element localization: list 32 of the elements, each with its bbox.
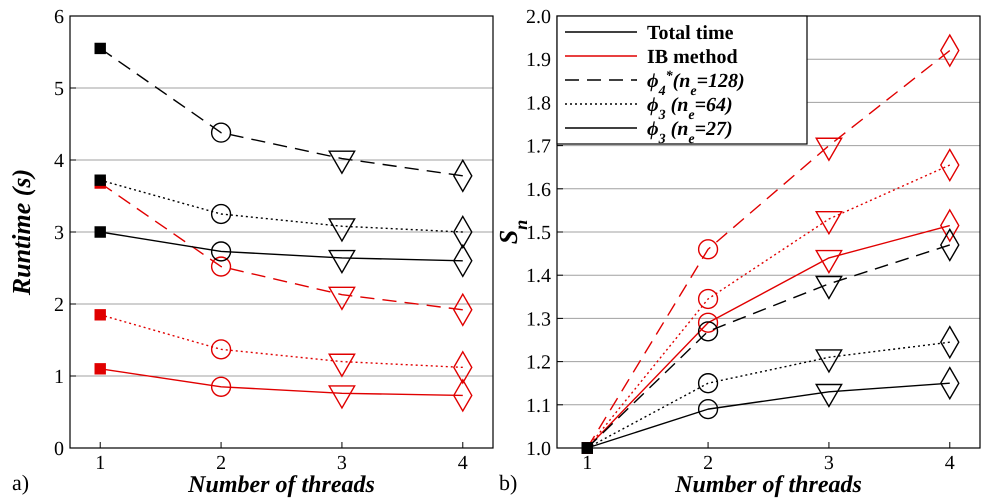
x-tick-label: 1 [582,452,592,474]
legend-label: IB method [647,46,738,68]
y-tick-label: 3 [54,222,64,244]
y-tick-label: 0 [54,438,64,460]
y-tick-label: 1.3 [526,308,551,330]
x-tick-label: 1 [95,452,106,474]
y-tick-label: 6 [54,6,64,28]
y-tick-label: 1.7 [526,136,551,158]
y-tick-label: 1.2 [526,352,551,374]
y-tick-label: 4 [54,150,64,172]
y-tick-label: 2.0 [526,6,551,28]
y-axis-title: Runtime (s) [7,168,36,296]
y-tick-label: 1.0 [526,438,551,460]
y-tick-label: 2 [54,294,64,316]
x-axis-title: Number of threads [187,472,375,498]
y-tick-label: 1.1 [526,394,551,417]
y-tick-label: 1.8 [526,92,551,114]
x-tick-label: 2 [216,452,226,474]
text: b) [499,470,518,495]
x-tick-label: 4 [944,452,955,474]
legend-label: Total time [647,22,734,44]
x-tick-label: 3 [336,452,347,474]
text: a) [12,470,30,495]
x-axis-title: Number of threads [674,472,862,498]
x-tick-label: 4 [458,452,468,474]
x-tick-label: 2 [703,452,714,474]
y-tick-label: 5 [54,78,64,100]
y-tick-label: 1.4 [526,265,551,288]
x-tick-label: 3 [824,452,834,474]
y-tick-label: 1.6 [526,178,551,201]
y-tick-label: 1 [54,366,64,388]
y-tick-label: 1.9 [526,49,551,72]
